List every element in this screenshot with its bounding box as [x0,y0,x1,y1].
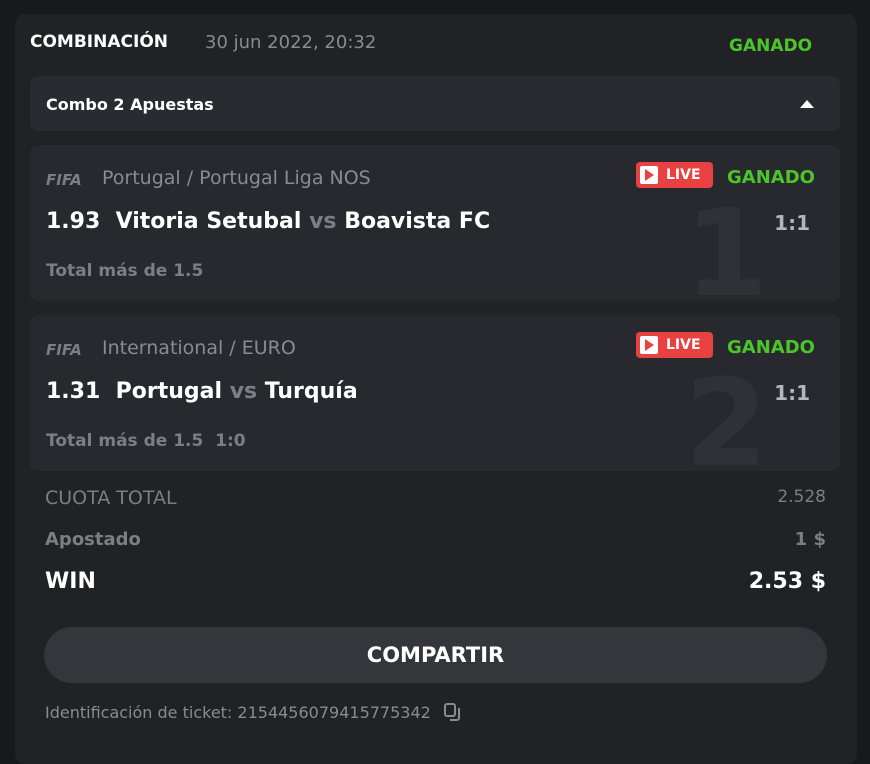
bet-status: GANADO [727,167,815,188]
bet-index: 2 [684,355,769,472]
live-badge: LIVE [636,162,713,188]
match: 1.31 Portugal vs Turquía [46,379,358,404]
play-icon [640,166,658,184]
bet-type: COMBINACIÓN [30,32,168,52]
staked-row: Apostado 1 $ [45,529,826,550]
fifa-logo: FIFA [46,171,82,189]
live-badge: LIVE [636,332,713,358]
copy-icon[interactable] [443,702,463,722]
total-odds-row: CUOTA TOTAL 2.528 [45,487,826,509]
league: International / EURO [102,337,296,359]
share-button[interactable]: COMPARTIR [44,627,827,683]
combo-label: Combo 2 Apuestas [46,95,214,114]
ticket-id: Identificación de ticket: 21544560794157… [45,702,431,722]
score: 1:1 [774,381,810,405]
selection: Total más de 1.5 [46,261,204,281]
bet-index: 1 [684,185,769,302]
win-row: WIN 2.53 $ [45,569,826,594]
bet-item: 2 FIFA International / EURO LIVE GANADO … [30,315,840,471]
bet-datetime: 30 jun 2022, 20:32 [205,32,377,53]
combo-toggle[interactable]: Combo 2 Apuestas [30,76,840,131]
caret-up-icon[interactable] [800,100,814,108]
fifa-logo: FIFA [46,341,82,359]
match: 1.93 Vitoria Setubal vs Boavista FC [46,209,491,234]
bet-status: GANADO [727,337,815,358]
selection: Total más de 1.5 1:0 [46,431,246,451]
ticket-row: Identificación de ticket: 21544560794157… [45,702,463,722]
score: 1:1 [774,211,810,235]
bet-status: GANADO [729,36,813,56]
league: Portugal / Portugal Liga NOS [102,167,371,189]
play-icon [640,336,658,354]
bet-item: 1 FIFA Portugal / Portugal Liga NOS LIVE… [30,145,840,301]
